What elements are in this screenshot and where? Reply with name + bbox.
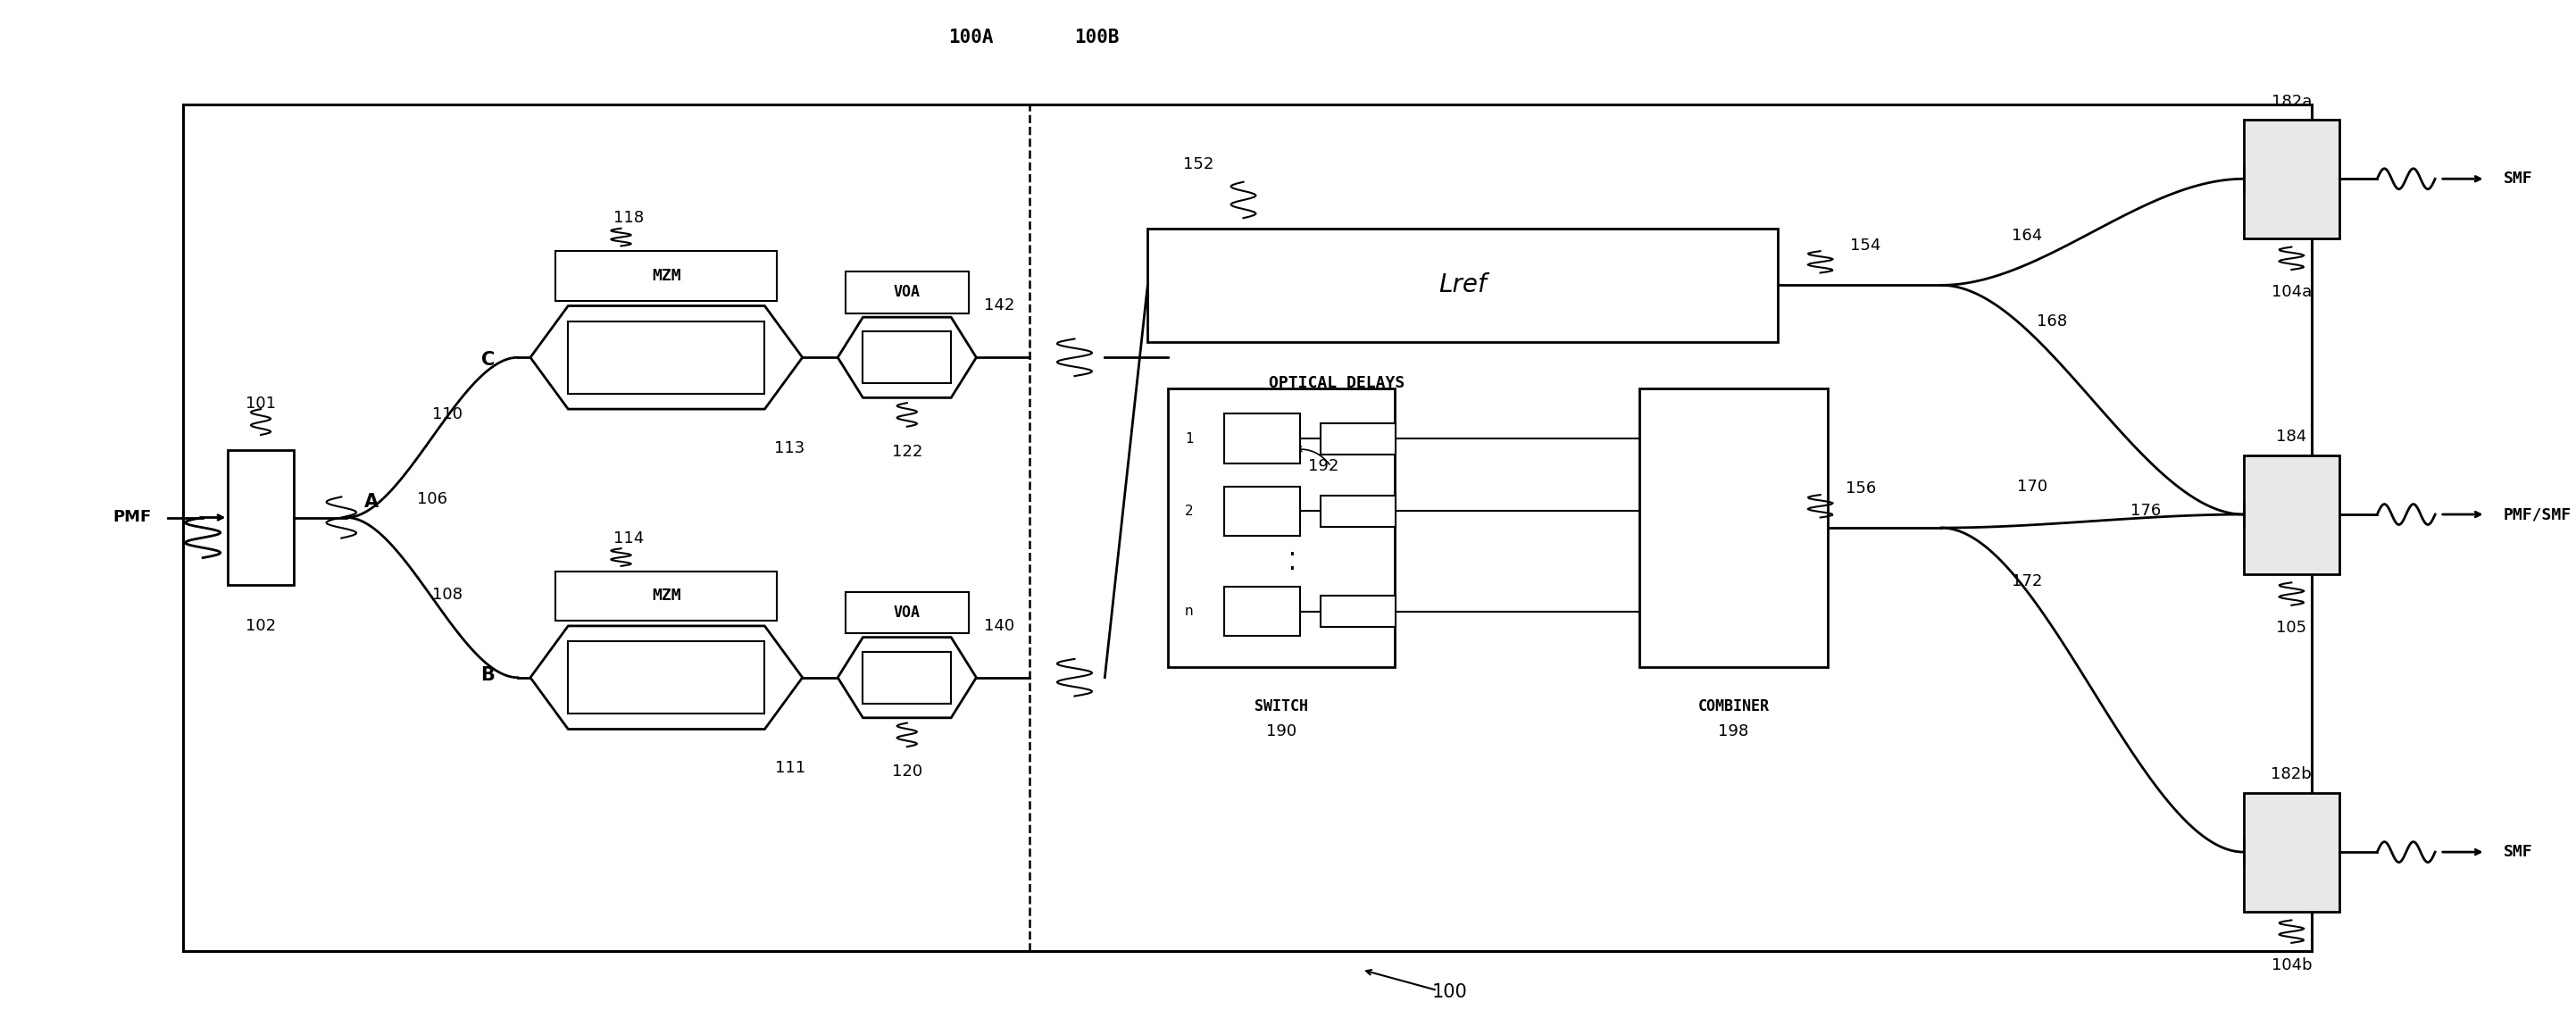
Text: 100: 100 (1432, 983, 1468, 1002)
Bar (1321, 423, 1396, 454)
Bar (556, 252, 778, 301)
Text: 105: 105 (2277, 620, 2306, 637)
Text: COMBINER: COMBINER (1698, 699, 1770, 714)
Text: 100B: 100B (1074, 28, 1121, 47)
Text: 140: 140 (984, 618, 1015, 634)
Polygon shape (837, 638, 976, 718)
Text: ·: · (1288, 557, 1296, 582)
Bar (2244, 120, 2339, 239)
Text: 2: 2 (1185, 504, 1193, 518)
Text: ·: · (1288, 543, 1296, 568)
Polygon shape (531, 305, 804, 409)
Text: 192: 192 (1309, 459, 1340, 474)
Text: Lref: Lref (1437, 272, 1486, 298)
Text: SMF: SMF (2504, 171, 2532, 187)
Text: 120: 120 (891, 764, 922, 779)
Text: 113: 113 (775, 440, 806, 456)
Bar (1321, 596, 1396, 627)
Text: 168: 168 (2038, 314, 2069, 329)
Text: A: A (363, 493, 379, 511)
Text: C: C (482, 351, 495, 368)
Text: OPTICAL DELAYS: OPTICAL DELAYS (1267, 376, 1404, 391)
Bar (1321, 496, 1396, 527)
Bar (1167, 388, 1394, 668)
Bar (1224, 587, 1301, 637)
Text: 1: 1 (1185, 432, 1193, 445)
Text: 104b: 104b (2272, 957, 2311, 974)
Text: 106: 106 (417, 491, 448, 507)
Text: n: n (1185, 604, 1193, 618)
Bar (556, 571, 778, 621)
Text: 198: 198 (1718, 723, 1749, 739)
Bar (2244, 793, 2339, 912)
Bar (1224, 486, 1301, 536)
Text: 102: 102 (245, 618, 276, 634)
Text: 114: 114 (613, 530, 644, 546)
Text: 182b: 182b (2272, 767, 2311, 782)
Bar (569, 642, 765, 714)
Text: 154: 154 (1850, 238, 1880, 254)
Text: 122: 122 (891, 443, 922, 460)
Text: MZM: MZM (652, 268, 680, 284)
Bar (569, 321, 765, 393)
Text: 142: 142 (984, 298, 1015, 314)
Bar (2244, 455, 2339, 574)
Bar (183, 105, 2311, 951)
Bar (863, 331, 951, 383)
Text: 190: 190 (1265, 723, 1296, 739)
Text: 182a: 182a (2272, 93, 2311, 110)
Text: SMF: SMF (2504, 844, 2532, 860)
Bar (1224, 414, 1301, 464)
Text: 104a: 104a (2272, 285, 2311, 300)
Text: MZM: MZM (652, 588, 680, 604)
Polygon shape (837, 317, 976, 397)
Text: VOA: VOA (894, 285, 920, 300)
Text: PMF/SMF: PMF/SMF (2504, 506, 2571, 523)
Text: 184: 184 (2277, 428, 2306, 445)
Text: 152: 152 (1182, 156, 1213, 173)
Text: SWITCH: SWITCH (1255, 699, 1309, 714)
Text: 170: 170 (2017, 478, 2048, 495)
Bar (1638, 388, 1829, 668)
Text: VOA: VOA (894, 604, 920, 621)
Text: 172: 172 (2012, 573, 2043, 590)
Bar (845, 592, 969, 633)
Bar (845, 272, 969, 313)
Text: 100A: 100A (948, 28, 994, 47)
Text: 164: 164 (2012, 228, 2043, 243)
Text: 118: 118 (613, 210, 644, 226)
Bar (1149, 229, 1777, 342)
Text: 110: 110 (433, 406, 461, 422)
Text: 111: 111 (775, 761, 806, 776)
Bar (229, 450, 294, 585)
Text: 176: 176 (2130, 503, 2161, 519)
Text: B: B (482, 667, 495, 684)
Bar (863, 652, 951, 704)
Text: 108: 108 (433, 587, 461, 603)
Text: 156: 156 (1844, 480, 1875, 497)
Text: PMF: PMF (113, 509, 152, 526)
Polygon shape (531, 626, 804, 730)
Text: 101: 101 (245, 395, 276, 412)
